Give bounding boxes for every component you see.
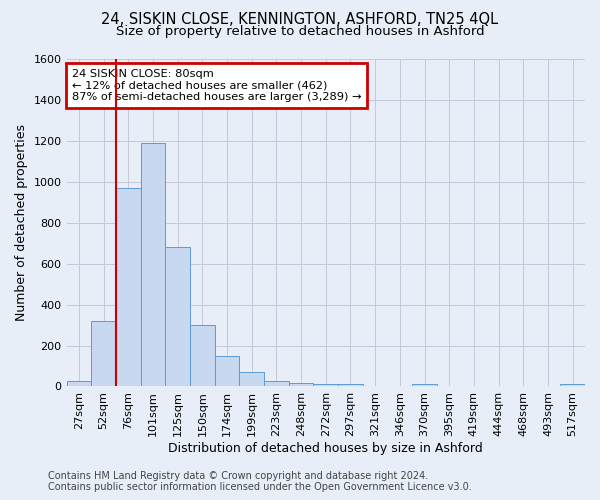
Bar [412, 384, 437, 386]
Text: 24 SISKIN CLOSE: 80sqm
← 12% of detached houses are smaller (462)
87% of semi-de: 24 SISKIN CLOSE: 80sqm ← 12% of detached… [72, 69, 361, 102]
Bar [313, 384, 338, 386]
Text: Size of property relative to detached houses in Ashford: Size of property relative to detached ho… [116, 25, 484, 38]
Bar [239, 372, 264, 386]
Bar [560, 384, 585, 386]
Bar [289, 383, 313, 386]
Text: Contains HM Land Registry data © Crown copyright and database right 2024.
Contai: Contains HM Land Registry data © Crown c… [48, 471, 472, 492]
Y-axis label: Number of detached properties: Number of detached properties [15, 124, 28, 321]
Bar [264, 380, 289, 386]
Bar [67, 380, 91, 386]
Bar [338, 384, 363, 386]
Bar [140, 143, 165, 386]
X-axis label: Distribution of detached houses by size in Ashford: Distribution of detached houses by size … [169, 442, 483, 455]
Bar [190, 325, 215, 386]
Bar [165, 248, 190, 386]
Bar [91, 321, 116, 386]
Text: 24, SISKIN CLOSE, KENNINGTON, ASHFORD, TN25 4QL: 24, SISKIN CLOSE, KENNINGTON, ASHFORD, T… [101, 12, 499, 28]
Bar [116, 188, 140, 386]
Bar [215, 356, 239, 386]
